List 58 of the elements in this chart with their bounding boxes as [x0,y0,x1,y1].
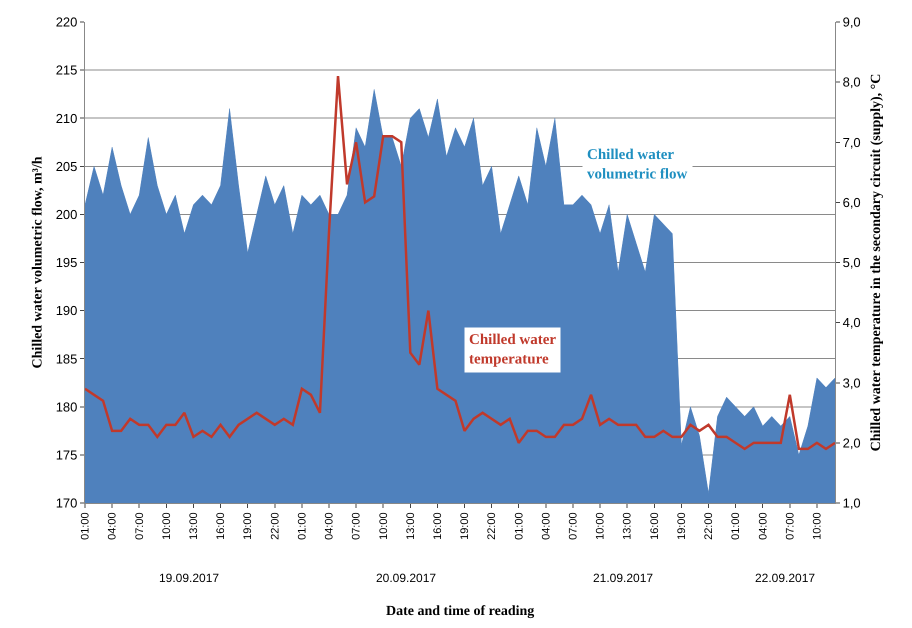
y-tick-label: 175 [56,447,78,462]
x-axis-title: Date and time of reading [386,604,534,619]
x-tick-label: 16:00 [432,512,444,540]
y2-tick-label: 9,0 [842,14,861,30]
text: 21.09.2017 [593,571,654,585]
y-tick-label: 180 [56,399,78,414]
x-tick-label: 13:00 [188,512,200,540]
x-tick-label: 10:00 [160,512,173,540]
y-tick-label: 205 [56,158,78,174]
y-tick-label: 190 [56,303,78,318]
x-tick-label: 19:00 [459,512,472,540]
y-tick-label: 220 [56,14,78,30]
x-tick-label: 07:00 [568,512,580,540]
x-tick-label: 22:00 [486,512,498,540]
y2-tick-label: 6,0 [842,194,861,210]
text: 20.09.2017 [376,571,436,585]
x-tick-label: 07:00 [350,512,363,540]
x-tick-label: 22:00 [269,512,282,540]
x-tick-label: 19:00 [242,512,254,540]
y-tick-label: 210 [56,110,78,126]
y2-tick-label: 3,0 [842,375,861,390]
y2-tick-label: 5,0 [842,255,861,270]
x-tick-label: 04:00 [540,512,552,540]
x-tick-label: 10:00 [594,512,607,540]
x-tick-label: 07:00 [784,512,796,540]
x-tick-label: 13:00 [622,512,634,540]
x-tick-label: 04:00 [757,512,770,540]
x-tick-label: 10:00 [812,512,824,540]
x-tick-label: 04:00 [106,512,119,540]
x-tick-label: 07:00 [134,512,146,540]
x-tick-label: 01:00 [513,512,526,540]
x-tick-label: 01:00 [296,512,308,540]
x-tick-label: 10:00 [378,512,390,540]
y2-tick-label: 2,0 [842,435,861,450]
text: Chilled water temperature [469,332,556,368]
line-series [85,74,835,450]
text: 19.09.2017 [159,571,220,585]
y-tick-label: 185 [56,351,78,366]
x-tick-label: 04:00 [324,512,336,540]
y2-tick-label: 1,0 [842,496,861,511]
x-tick-label: 19:00 [676,512,688,540]
y-axis-title: Chilled water volumetric flow, m³/h [30,156,46,368]
y2-tick-label: 8,0 [842,74,861,90]
y-tick-label: 215 [56,62,78,78]
x-tick-label: 13:00 [404,512,417,540]
text: 22.09.2017 [755,571,816,585]
y2-tick-label: 7,0 [842,134,861,150]
x-tick-label: 16:00 [648,512,661,540]
y-tick-label: 170 [56,496,78,511]
y2-axis-title: Chilled water temperature in the secondary circuit (supply), °C [868,74,884,452]
x-tick-label: 16:00 [215,512,228,540]
y-tick-label: 195 [56,255,78,270]
x-tick-label: 01:00 [730,512,742,540]
x-tick-label: 22:00 [703,512,716,540]
series-label: Chilled water volumetric flow [587,147,688,182]
y-tick-label: 200 [56,206,78,222]
x-tick-label: 01:00 [80,512,92,540]
y2-tick-label: 4,0 [842,315,861,330]
